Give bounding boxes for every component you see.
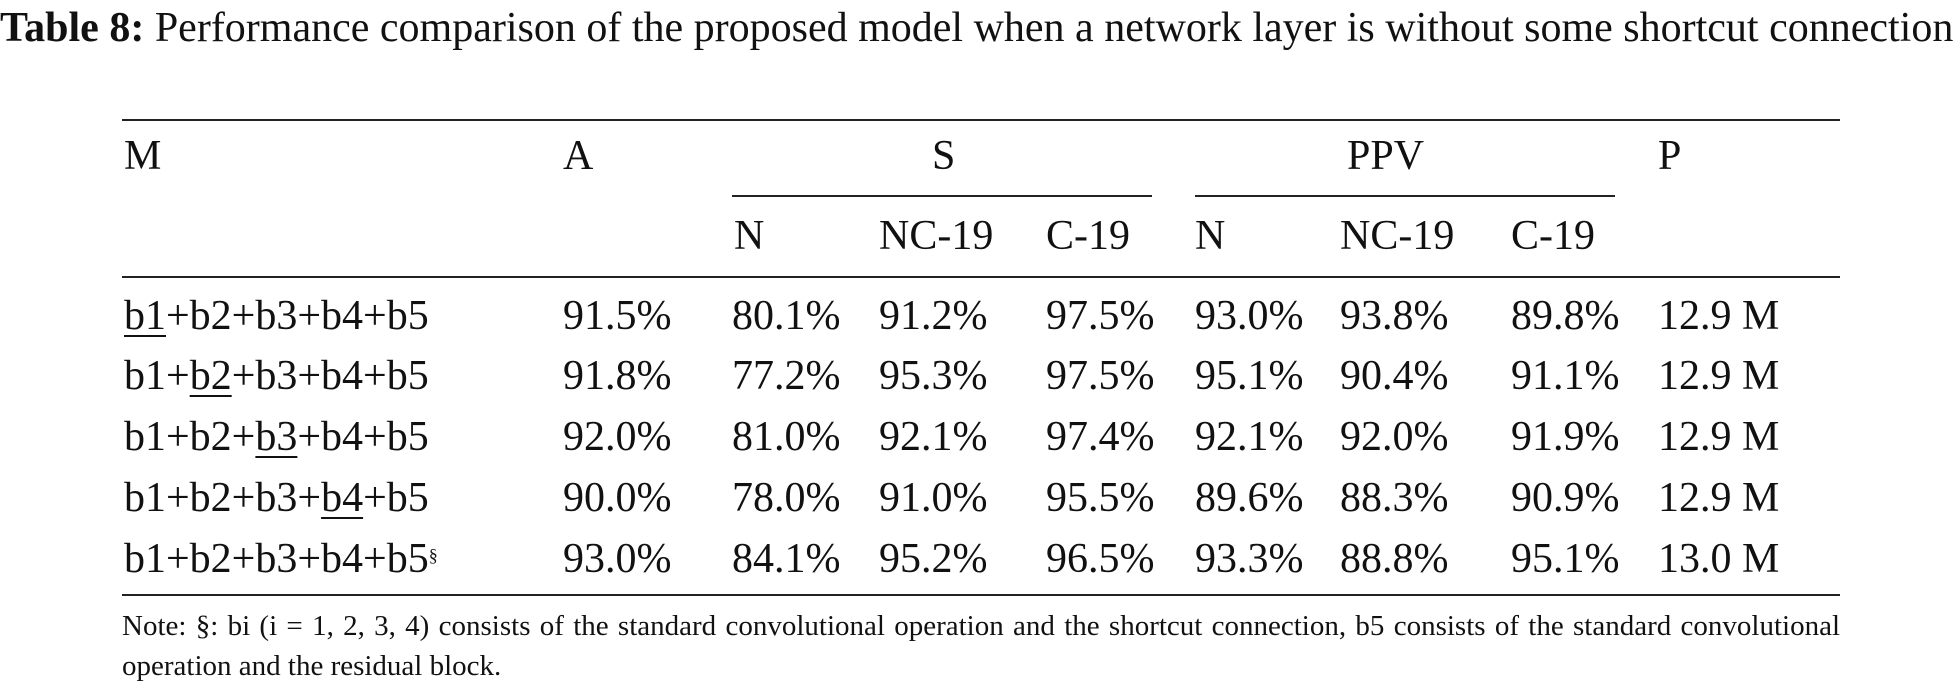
model-part-pre: b1+b2+b3+b4+b5	[124, 536, 429, 582]
value-cell-ppv-nc19: 90.4%	[1340, 353, 1449, 399]
value-cell-ppv-nc19: 92.0%	[1340, 414, 1449, 460]
value-cell-ppv-c19: 91.9%	[1511, 414, 1620, 460]
value-cell-accuracy: 91.5%	[563, 293, 672, 339]
value-cell-params: 13.0 M	[1658, 536, 1780, 582]
model-part-post: +b5	[363, 475, 429, 521]
value-cell-s-n: 84.1%	[732, 536, 841, 582]
value-cell-params: 12.9 M	[1658, 353, 1780, 399]
subheader-s-c19: C-19	[1046, 213, 1130, 259]
header-model: M	[124, 133, 162, 179]
header-bottom-rule	[122, 276, 1840, 278]
value-cell-s-c19: 97.4%	[1046, 414, 1155, 460]
model-cell: b1+b2+b3+b4+b5	[124, 474, 429, 522]
bottom-rule	[122, 594, 1840, 596]
value-cell-s-n: 81.0%	[732, 414, 841, 460]
model-part-post: +b4+b5	[297, 414, 429, 460]
value-cell-ppv-n: 89.6%	[1195, 475, 1304, 521]
subheader-ppv-c19: C-19	[1511, 213, 1595, 259]
value-cell-ppv-c19: 95.1%	[1511, 536, 1620, 582]
value-cell-s-nc19: 95.2%	[879, 536, 988, 582]
value-cell-accuracy: 92.0%	[563, 414, 672, 460]
value-cell-s-c19: 96.5%	[1046, 536, 1155, 582]
value-cell-s-nc19: 91.2%	[879, 293, 988, 339]
model-part-u: b3	[255, 414, 298, 460]
header-ppv: PPV	[1347, 133, 1425, 179]
value-cell-ppv-n: 95.1%	[1195, 353, 1304, 399]
model-part-pre: b1+b2+	[124, 414, 256, 460]
value-cell-s-n: 77.2%	[732, 353, 841, 399]
value-cell-params: 12.9 M	[1658, 293, 1780, 339]
value-cell-ppv-c19: 91.1%	[1511, 353, 1620, 399]
top-rule	[122, 119, 1840, 121]
caption-label: Table 8:	[0, 5, 145, 51]
subheader-ppv-nc19: NC-19	[1340, 213, 1455, 259]
value-cell-ppv-n: 93.3%	[1195, 536, 1304, 582]
table-caption: Table 8: Performance comparison of the p…	[0, 2, 1954, 54]
ppv-group-rule	[1195, 195, 1615, 197]
sensitivity-group-rule	[732, 195, 1152, 197]
subheader-s-nc19: NC-19	[879, 213, 994, 259]
value-cell-ppv-c19: 89.8%	[1511, 293, 1620, 339]
value-cell-params: 12.9 M	[1658, 475, 1780, 521]
value-cell-ppv-n: 93.0%	[1195, 293, 1304, 339]
model-part-pre: b1+b2+b3+	[124, 475, 322, 521]
header-accuracy: A	[563, 133, 594, 179]
model-part-u: b1	[124, 293, 166, 339]
value-cell-params: 12.9 M	[1658, 414, 1780, 460]
value-cell-s-nc19: 91.0%	[879, 475, 988, 521]
value-cell-s-c19: 97.5%	[1046, 353, 1155, 399]
model-cell: b1+b2+b3+b4+b5§	[124, 535, 438, 583]
value-cell-s-nc19: 92.1%	[879, 414, 988, 460]
model-cell: b1+b2+b3+b4+b5	[124, 413, 429, 461]
model-cell: b1+b2+b3+b4+b5	[124, 292, 429, 340]
model-part-pre: b1+	[124, 353, 190, 399]
model-part-post: +b3+b4+b5	[231, 353, 429, 399]
model-part-u: b4	[321, 475, 364, 521]
value-cell-ppv-nc19: 93.8%	[1340, 293, 1449, 339]
subheader-s-n: N	[734, 213, 765, 259]
value-cell-ppv-nc19: 88.8%	[1340, 536, 1449, 582]
header-sensitivity: S	[932, 133, 956, 179]
value-cell-ppv-c19: 90.9%	[1511, 475, 1620, 521]
model-cell: b1+b2+b3+b4+b5	[124, 352, 429, 400]
model-part-u: b2	[189, 353, 232, 399]
value-cell-accuracy: 91.8%	[563, 353, 672, 399]
value-cell-ppv-nc19: 88.3%	[1340, 475, 1449, 521]
caption-text: Performance comparison of the proposed m…	[154, 5, 1954, 51]
value-cell-s-c19: 97.5%	[1046, 293, 1155, 339]
model-part-sup: §	[428, 545, 438, 565]
header-params: P	[1658, 133, 1682, 179]
subheader-ppv-n: N	[1195, 213, 1226, 259]
value-cell-ppv-n: 92.1%	[1195, 414, 1304, 460]
value-cell-s-c19: 95.5%	[1046, 475, 1155, 521]
value-cell-accuracy: 93.0%	[563, 536, 672, 582]
table-note: Note: §: bi (i = 1, 2, 3, 4) consists of…	[122, 610, 1840, 682]
model-part-post: +b2+b3+b4+b5	[166, 293, 429, 339]
value-cell-s-n: 78.0%	[732, 475, 841, 521]
value-cell-s-nc19: 95.3%	[879, 353, 988, 399]
value-cell-accuracy: 90.0%	[563, 475, 672, 521]
value-cell-s-n: 80.1%	[732, 293, 841, 339]
